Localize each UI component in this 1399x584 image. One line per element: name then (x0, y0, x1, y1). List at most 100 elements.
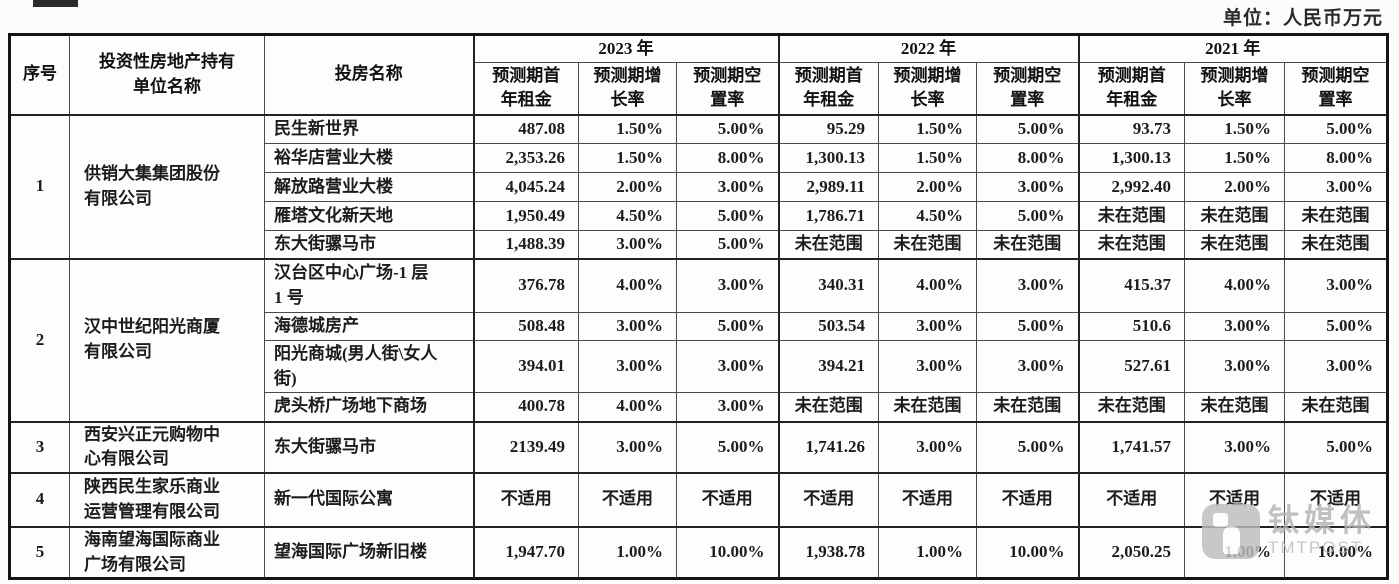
value-cell: 95.29 (777, 113, 880, 144)
value-cell: 1.00% (578, 525, 677, 580)
value-cell: 1,488.39 (472, 230, 579, 259)
value-cell: 未在范围 (1284, 230, 1389, 259)
property-cell: 裕华店营业大楼 (264, 143, 474, 173)
value-cell: 1,741.26 (777, 420, 880, 474)
value-cell: 2,050.25 (1077, 525, 1186, 580)
seq-cell: 2 (9, 257, 70, 422)
value-cell: 5.00% (1284, 420, 1389, 474)
value-cell: 未在范围 (1077, 392, 1186, 422)
value-cell: 1,938.78 (777, 525, 880, 580)
value-cell: 3.00% (578, 420, 677, 474)
value-cell: 2,989.11 (777, 172, 880, 202)
value-cell: 2.00% (578, 172, 677, 202)
table-row: 解放路营业大楼 4,045.24 2.00% 3.00% 2,989.11 2.… (10, 172, 1389, 202)
value-cell: 400.78 (472, 392, 579, 422)
value-cell: 未在范围 (1184, 201, 1286, 231)
value-cell: 1.50% (878, 143, 978, 173)
value-cell: 5.00% (1284, 312, 1389, 341)
value-cell: 508.48 (472, 312, 579, 341)
value-cell: 3.00% (1184, 312, 1286, 341)
value-cell: 未在范围 (1284, 201, 1389, 231)
table-row: 2 汉中世纪阳光商厦 有限公司 汉台区中心广场-1 层 1 号 376.78 4… (9, 257, 1389, 422)
value-cell: 3.00% (1284, 257, 1389, 313)
seq-cell: 5 (9, 525, 70, 580)
value-cell: 3.00% (1184, 340, 1286, 393)
value-cell: 3.00% (675, 172, 780, 202)
value-cell: 394.01 (472, 340, 579, 393)
value-cell: 3.00% (1184, 420, 1286, 474)
table-row: 5 海南望海国际商业 广场有限公司 望海国际广场新旧楼 1,947.70 1.0… (9, 525, 1389, 580)
header-2021-vacancy: 预测期空 置率 (1284, 62, 1389, 116)
header-seq: 序号 (9, 34, 70, 115)
value-cell: 1.50% (878, 113, 978, 144)
value-cell: 未在范围 (1077, 230, 1186, 259)
property-cell: 民生新世界 (264, 113, 474, 144)
value-cell: 5.00% (976, 201, 1080, 231)
value-cell: 未在范围 (976, 392, 1080, 422)
value-cell: 未在范围 (1077, 201, 1186, 231)
value-cell: 5.00% (675, 312, 780, 341)
value-cell: 4.00% (1184, 257, 1286, 313)
property-cell: 阳光商城(男人街\女人 街) (264, 340, 474, 393)
property-cell: 海德城房产 (264, 312, 474, 341)
value-cell: 不适用 (675, 471, 780, 528)
value-cell: 527.61 (1077, 340, 1186, 393)
header-2021-growth: 预测期增 长率 (1184, 62, 1286, 116)
table-row: 4 陕西民生家乐商业 运营管理有限公司 新一代国际公寓 不适用 不适用 不适用 … (9, 471, 1389, 528)
value-cell: 3.00% (1284, 340, 1389, 393)
value-cell: 不适用 (976, 471, 1080, 528)
value-cell: 10.00% (675, 525, 780, 580)
value-cell: 4.00% (578, 257, 677, 313)
value-cell: 4.50% (878, 201, 978, 231)
owner-cell: 汉中世纪阳光商厦 有限公司 (69, 257, 265, 422)
property-cell: 解放路营业大楼 (264, 172, 474, 202)
value-cell: 2,353.26 (472, 143, 579, 173)
header-year-2022: 2022 年 (777, 34, 1080, 63)
table-row: 海德城房产 508.48 3.00% 5.00% 503.54 3.00% 5.… (10, 312, 1389, 341)
property-cell: 望海国际广场新旧楼 (264, 525, 474, 580)
value-cell: 未在范围 (1184, 230, 1286, 259)
value-cell: 5.00% (976, 113, 1080, 144)
investment-property-forecast-table: 序号 投资性房地产持有 单位名称 投房名称 2023 年 2022 年 2021… (8, 33, 1390, 581)
owner-cell: 陕西民生家乐商业 运营管理有限公司 (69, 471, 265, 528)
seq-cell: 3 (9, 420, 70, 474)
scan-artifact (33, 0, 78, 7)
value-cell: 3.00% (976, 340, 1080, 393)
value-cell: 3.00% (675, 257, 780, 313)
value-cell: 4.00% (578, 392, 677, 422)
value-cell: 3.00% (578, 312, 677, 341)
property-cell: 雁塔文化新天地 (264, 201, 474, 231)
property-cell: 虎头桥广场地下商场 (264, 392, 474, 422)
table-row: 阳光商城(男人街\女人 街) 394.01 3.00% 3.00% 394.21… (10, 340, 1389, 393)
property-cell: 东大街骡马市 (264, 230, 474, 259)
header-2023-growth: 预测期增 长率 (578, 62, 677, 116)
value-cell: 8.00% (976, 143, 1080, 173)
value-cell: 1,300.13 (1077, 143, 1186, 173)
value-cell: 不适用 (1184, 471, 1286, 528)
value-cell: 1.00% (878, 525, 978, 580)
owner-cell: 海南望海国际商业 广场有限公司 (69, 525, 265, 580)
value-cell: 未在范围 (878, 230, 978, 259)
value-cell: 2,992.40 (1077, 172, 1186, 202)
value-cell: 8.00% (675, 143, 780, 173)
owner-cell: 供销大集集团股份 有限公司 (69, 113, 265, 259)
value-cell: 5.00% (675, 201, 780, 231)
value-cell: 1,786.71 (777, 201, 880, 231)
value-cell: 5.00% (1284, 113, 1389, 144)
value-cell: 3.00% (878, 312, 978, 341)
value-cell: 未在范围 (1284, 392, 1389, 422)
value-cell: 1,300.13 (777, 143, 880, 173)
value-cell: 不适用 (472, 471, 579, 528)
value-cell: 不适用 (1284, 471, 1389, 528)
value-cell: 415.37 (1077, 257, 1186, 313)
value-cell: 3.00% (976, 172, 1080, 202)
value-cell: 1,950.49 (472, 201, 579, 231)
value-cell: 376.78 (472, 257, 579, 313)
value-cell: 不适用 (1077, 471, 1186, 528)
value-cell: 2139.49 (472, 420, 579, 474)
value-cell: 3.00% (578, 340, 677, 393)
header-property: 投房名称 (264, 34, 474, 115)
value-cell: 1,947.70 (472, 525, 579, 580)
value-cell: 不适用 (878, 471, 978, 528)
seq-cell: 1 (9, 113, 70, 259)
